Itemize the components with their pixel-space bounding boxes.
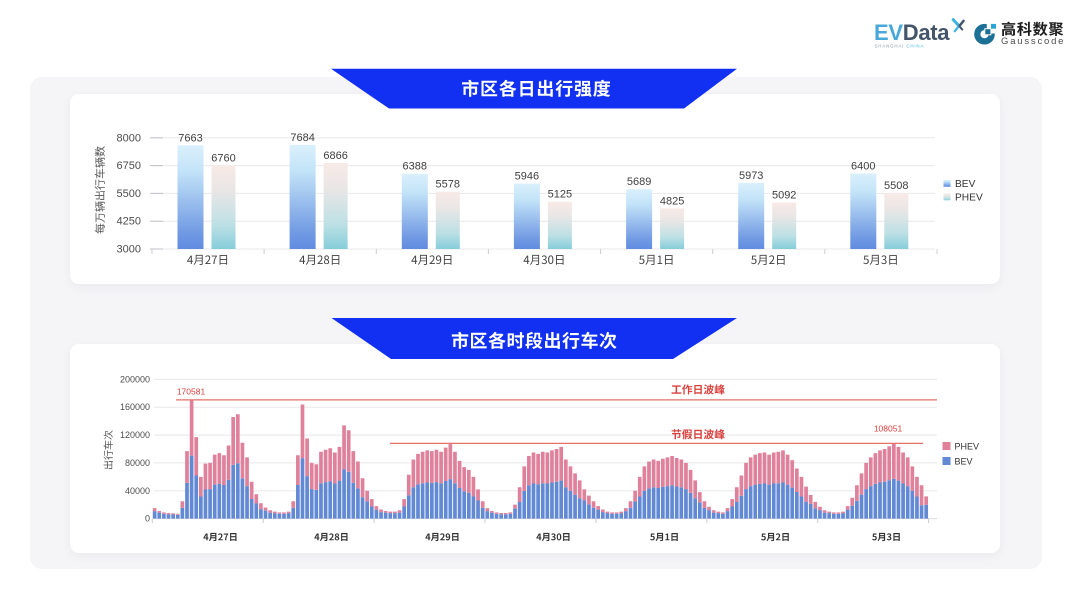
svg-text:BEV: BEV <box>955 179 976 190</box>
svg-text:BEV: BEV <box>955 457 973 467</box>
svg-text:8000: 8000 <box>117 132 141 144</box>
svg-text:6750: 6750 <box>117 160 141 172</box>
svg-text:160000: 160000 <box>120 402 150 412</box>
svg-text:5500: 5500 <box>117 188 141 200</box>
svg-text:5973: 5973 <box>739 170 763 182</box>
svg-text:6400: 6400 <box>851 160 875 172</box>
svg-text:5689: 5689 <box>627 176 651 188</box>
svg-text:Gausscode: Gausscode <box>1001 36 1065 47</box>
svg-text:40000: 40000 <box>125 486 150 496</box>
svg-text:6866: 6866 <box>323 150 347 162</box>
svg-text:EVData: EVData <box>874 20 950 45</box>
svg-text:7663: 7663 <box>178 132 202 144</box>
svg-text:PHEV: PHEV <box>955 442 980 452</box>
svg-text:5125: 5125 <box>548 189 572 201</box>
svg-text:120000: 120000 <box>120 430 150 440</box>
svg-text:4250: 4250 <box>117 216 141 228</box>
svg-text:5508: 5508 <box>884 180 908 192</box>
svg-text:5578: 5578 <box>436 179 460 191</box>
svg-text:5092: 5092 <box>772 190 796 202</box>
svg-text:80000: 80000 <box>125 458 150 468</box>
svg-text:200000: 200000 <box>120 374 150 384</box>
svg-text:PHEV: PHEV <box>955 192 983 203</box>
svg-text:4825: 4825 <box>660 195 684 207</box>
svg-text:5946: 5946 <box>515 171 539 183</box>
svg-text:0: 0 <box>145 514 150 524</box>
svg-text:108051: 108051 <box>874 424 903 434</box>
svg-text:6760: 6760 <box>211 152 235 164</box>
svg-text:SHANGHAI CHINA: SHANGHAI CHINA <box>875 44 925 49</box>
svg-text:7684: 7684 <box>290 132 314 144</box>
svg-text:6388: 6388 <box>403 161 427 173</box>
svg-text:3000: 3000 <box>117 244 141 256</box>
svg-text:170581: 170581 <box>177 387 206 397</box>
